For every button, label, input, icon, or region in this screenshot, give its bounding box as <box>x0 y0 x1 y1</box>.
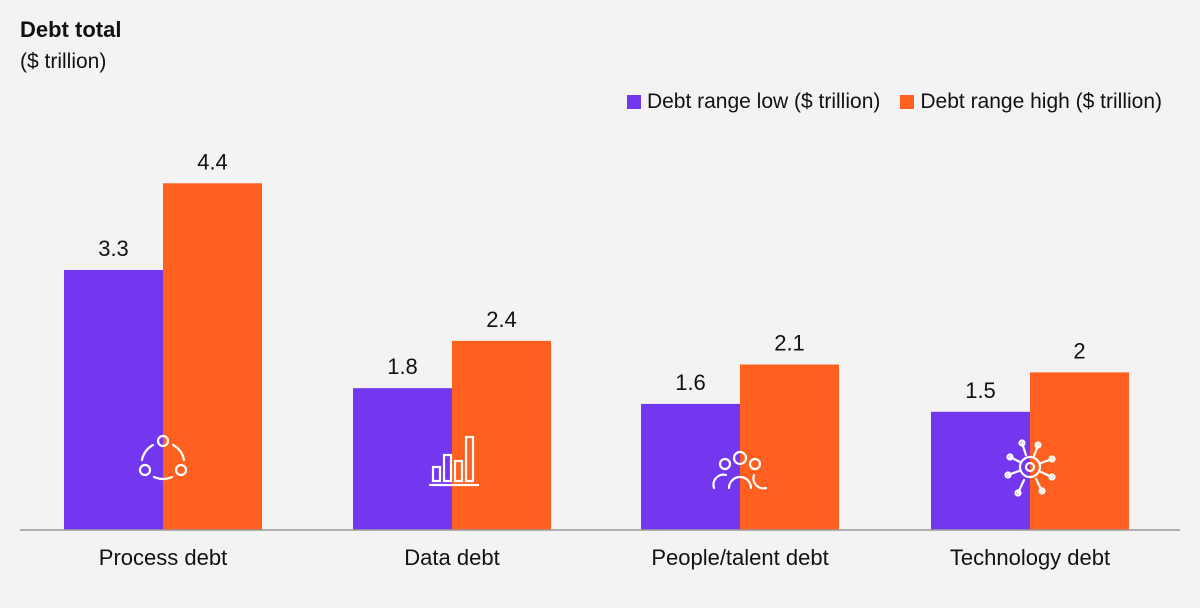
bar-low <box>931 411 1030 530</box>
data-label: 1.6 <box>675 370 706 395</box>
legend-item-high: Debt range high ($ trillion) <box>900 90 1162 114</box>
legend-label-low: Debt range low ($ trillion) <box>646 90 881 113</box>
legend: Debt range low ($ trillion) Debt range h… <box>626 90 1162 114</box>
data-label: 1.5 <box>965 378 996 403</box>
legend-item-low: Debt range low ($ trillion) <box>626 90 881 114</box>
data-label: 2.1 <box>774 331 805 356</box>
data-label: 4.4 <box>197 149 228 174</box>
bar-high <box>452 340 551 530</box>
bar-high <box>163 183 262 530</box>
bar-low <box>64 269 163 530</box>
legend-swatch-low <box>626 95 641 109</box>
legend-swatch-high <box>900 95 915 109</box>
data-label: 1.8 <box>387 354 418 379</box>
chart-title: Debt total <box>20 17 122 42</box>
chart-subtitle: ($ trillion) <box>20 50 107 73</box>
category-label: Process debt <box>99 545 227 570</box>
category-label: Technology debt <box>950 545 1110 570</box>
bar-high <box>740 364 839 530</box>
bar-high <box>1030 372 1129 530</box>
data-label: 2.4 <box>486 307 517 332</box>
technology-gear-circuit-icon <box>1004 439 1056 497</box>
bar-chart-icon <box>428 435 480 487</box>
process-network-icon <box>138 434 188 480</box>
legend-label-high: Debt range high ($ trillion) <box>920 90 1162 113</box>
bar-low <box>641 403 740 530</box>
data-label: 2 <box>1073 338 1085 363</box>
people-icon <box>712 450 768 490</box>
data-label: 3.3 <box>98 236 129 261</box>
bar-low <box>353 388 452 530</box>
category-label: People/talent debt <box>651 545 828 570</box>
category-label: Data debt <box>404 545 499 570</box>
